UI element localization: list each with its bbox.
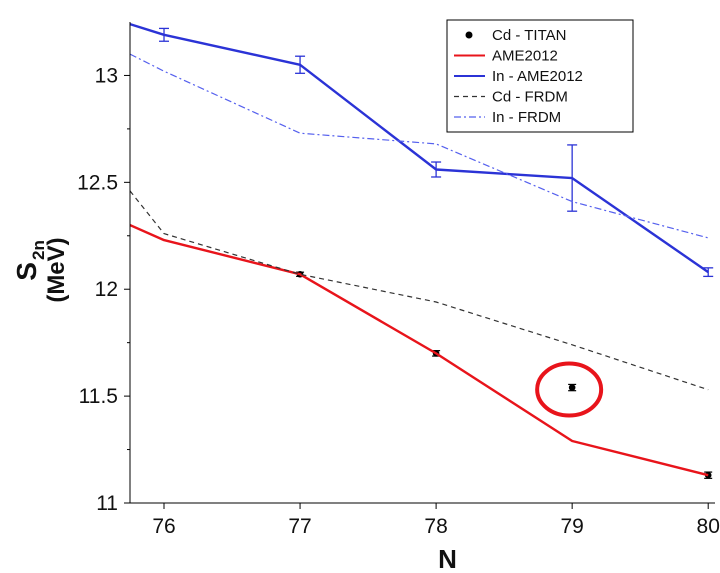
y-axis-title: S 2n(MeV) bbox=[11, 237, 70, 302]
series-line-in-ame2012 bbox=[130, 22, 709, 274]
highlight-circle bbox=[535, 361, 604, 418]
series-line-ame2012 bbox=[130, 224, 709, 477]
y-tick-label: 13 bbox=[95, 64, 118, 87]
plot-series-group bbox=[130, 22, 714, 479]
x-tick-label: 76 bbox=[152, 515, 175, 538]
legend-label-cd-titan: Cd - TITAN bbox=[492, 27, 566, 44]
legend-marker-cd-titan bbox=[465, 31, 473, 39]
point-cd-titan bbox=[568, 384, 576, 391]
series-line-cd-frdm bbox=[130, 190, 709, 391]
x-axis-title: N bbox=[438, 544, 457, 573]
y-axis-title-sub: 2n bbox=[29, 240, 48, 260]
x-tick-label: 78 bbox=[424, 515, 447, 538]
y-tick-label: 11.5 bbox=[79, 385, 118, 408]
x-tick-label: 80 bbox=[697, 515, 720, 538]
y-tick-label: 11 bbox=[96, 492, 118, 515]
x-tick-label: 77 bbox=[288, 515, 311, 538]
legend-label-in-frdm: In - FRDM bbox=[492, 109, 561, 126]
y-axis-title-unit: (MeV) bbox=[43, 237, 70, 302]
y-axis-title-main: S bbox=[11, 262, 42, 281]
legend-label-cd-frdm: Cd - FRDM bbox=[492, 89, 568, 106]
legend-label-in-ame2012: In - AME2012 bbox=[492, 68, 583, 85]
legend-label-ame2012: AME2012 bbox=[492, 48, 558, 65]
y-tick-label: 12.5 bbox=[77, 171, 118, 194]
x-tick-label: 79 bbox=[560, 515, 583, 538]
y-tick-label: 12 bbox=[95, 278, 118, 301]
series-line-in-frdm bbox=[130, 53, 709, 239]
